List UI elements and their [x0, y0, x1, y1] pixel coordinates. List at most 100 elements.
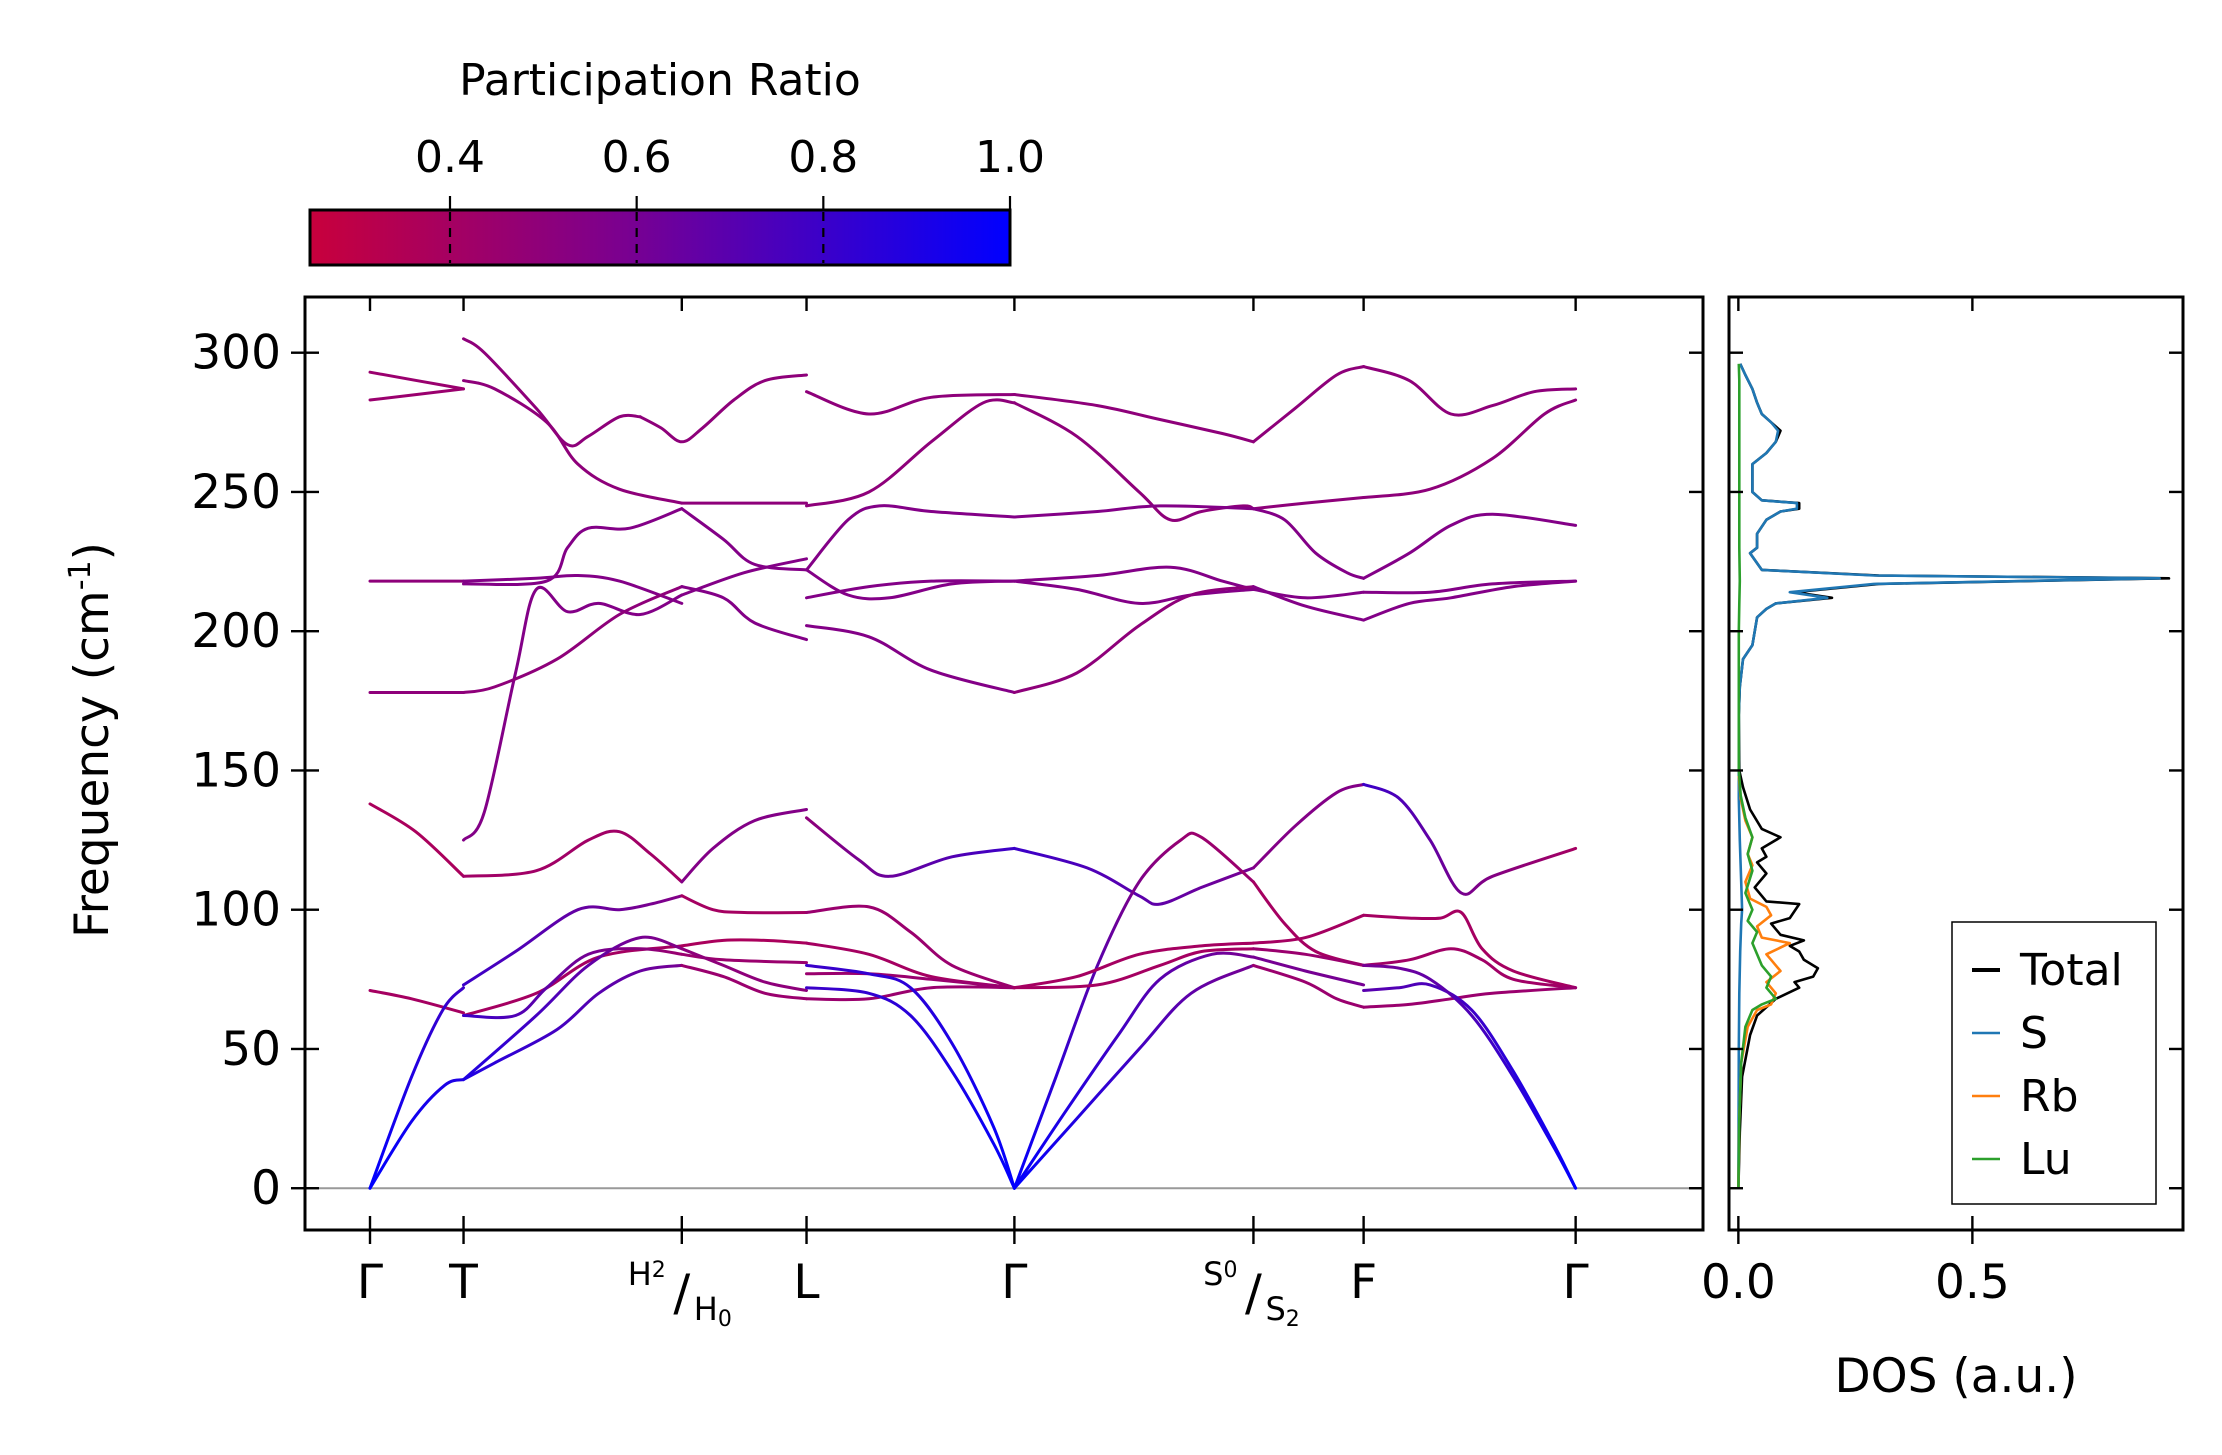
band-branch — [805, 504, 1016, 572]
dos-series-s — [1737, 363, 2161, 1189]
colorbar-tick-label: 0.4 — [415, 132, 485, 183]
colorbar — [308, 208, 1012, 267]
k-point-slash: / — [673, 1264, 690, 1322]
y-tick-label: 100 — [191, 883, 281, 938]
band-branch — [1251, 947, 1366, 967]
band-branch — [462, 573, 684, 605]
legend-label: Total — [2019, 945, 2123, 996]
band-branch — [368, 370, 465, 391]
band-branch — [1251, 585, 1366, 622]
band-branch — [1012, 947, 1255, 990]
band-branch — [680, 894, 808, 915]
band-branch — [462, 585, 684, 842]
band-branch — [462, 379, 684, 505]
y-tick-label: 300 — [191, 326, 281, 381]
k-point-label-bottom: H0 — [694, 1290, 732, 1332]
band-branch — [462, 947, 684, 1020]
band-branch — [1362, 365, 1578, 417]
band-branch — [1012, 831, 1255, 1190]
band-branch — [1362, 986, 1578, 1009]
band-k-ticks: Γ T H2/H0L Γ S0/S2F Γ — [357, 297, 1589, 1332]
band-branch — [805, 816, 1016, 878]
band-branch — [805, 398, 1016, 508]
k-point-label: Γ — [357, 1255, 383, 1310]
y-tick-label: 150 — [191, 743, 281, 798]
colorbar-tick-label: 0.6 — [602, 132, 672, 183]
band-branch — [462, 507, 684, 587]
dos-x-tick-label: 0.5 — [1935, 1255, 2010, 1310]
band-branch — [638, 373, 808, 444]
colorbar-ticks — [448, 196, 1012, 263]
band-branch — [368, 387, 465, 402]
dos-legend: Total S Rb Lu — [1951, 921, 2157, 1205]
dos-series-rb — [1737, 775, 1792, 1189]
band-branch — [1012, 401, 1255, 522]
dos-curves — [1737, 363, 2171, 1189]
band-branch — [1251, 365, 1366, 444]
k-point-label-bottom: S2 — [1265, 1290, 1299, 1332]
band-branch — [1362, 512, 1578, 580]
band-branch — [462, 894, 684, 987]
band-branch — [680, 507, 808, 572]
y-tick-label: 250 — [191, 465, 281, 520]
band-branch — [680, 585, 808, 642]
band-branch — [1251, 496, 1366, 511]
band-branch — [1251, 507, 1366, 580]
dos-x-axis-label: DOS (a.u.) — [1834, 1349, 2077, 1404]
y-axis-label: Frequency (cm-1) — [63, 542, 120, 938]
band-branch — [1251, 963, 1366, 1009]
band-branch — [1012, 579, 1255, 605]
k-point-label: T — [448, 1255, 478, 1310]
band-branch — [1012, 565, 1255, 591]
band-branch — [680, 808, 808, 884]
band-axes-frame — [303, 295, 1705, 1232]
y-tick-label: 200 — [191, 604, 281, 659]
k-point-label: Γ — [1563, 1255, 1589, 1310]
colorbar-title: Participation Ratio — [459, 55, 861, 106]
k-point-slash: / — [1245, 1264, 1262, 1322]
band-branch — [680, 952, 808, 965]
band-branch — [462, 337, 642, 448]
band-branch — [1012, 504, 1255, 519]
band-branch — [805, 390, 1016, 416]
dos-series-lu — [1737, 363, 1778, 1189]
band-branch — [1012, 585, 1255, 694]
band-branch — [805, 985, 1016, 1002]
dos-y-ticks — [1729, 351, 2183, 1190]
dos-axes-frame — [1727, 295, 2185, 1232]
k-point-label: L — [793, 1255, 819, 1310]
dos-x-tick-label: 0.0 — [1701, 1255, 1776, 1310]
band-branch — [680, 963, 808, 1001]
legend-label: S — [2020, 1008, 2048, 1059]
band-branch — [805, 971, 1016, 990]
band-branch — [1012, 393, 1255, 444]
band-branch — [368, 989, 465, 1015]
k-point-label-top: S0 — [1203, 1255, 1237, 1293]
band-branch — [1251, 782, 1366, 870]
y-tick-label: 50 — [221, 1022, 281, 1077]
band-branch — [462, 963, 684, 1082]
band-branch — [805, 624, 1016, 694]
colorbar-tick-labels: 0.4 0.6 0.8 1.0 — [415, 132, 1045, 183]
band-branch — [805, 904, 1016, 990]
band-branch — [1362, 398, 1578, 499]
band-branch — [1362, 579, 1578, 595]
band-branch — [1012, 846, 1255, 906]
band-branch — [462, 829, 684, 884]
band-branch — [805, 986, 1016, 1190]
band-branch — [1012, 941, 1255, 990]
band-branch — [1362, 963, 1578, 1190]
band-branch — [805, 963, 1016, 1190]
band-branch — [805, 941, 1016, 990]
phonon-bands — [368, 337, 1578, 1190]
band-branch — [368, 802, 465, 878]
k-point-label: F — [1350, 1255, 1377, 1310]
colorbar-tick-label: 0.8 — [788, 132, 858, 183]
band-branch — [1362, 579, 1578, 622]
band-branch — [368, 986, 465, 1190]
band-branch — [1362, 947, 1578, 990]
legend-label: Rb — [2020, 1071, 2079, 1122]
band-branch — [1012, 951, 1255, 1190]
band-branch — [680, 938, 808, 948]
band-branch — [462, 935, 684, 1082]
